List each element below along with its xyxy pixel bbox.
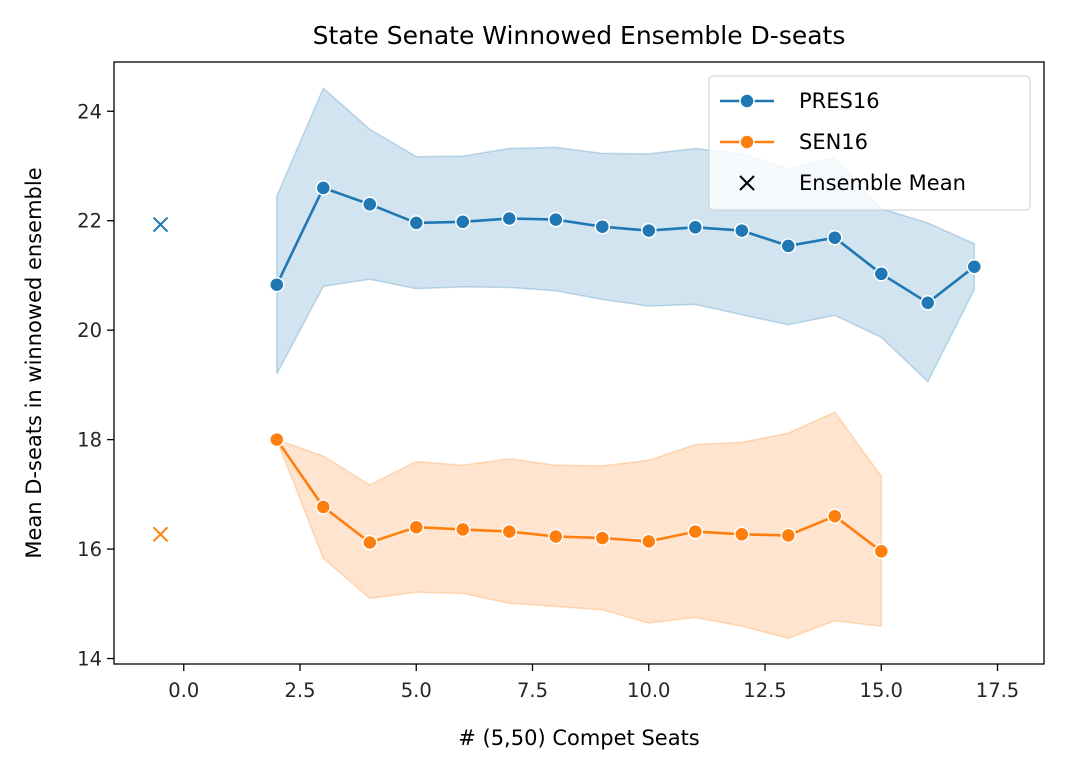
data-point-pres16 bbox=[920, 295, 936, 311]
data-point-pres16 bbox=[362, 196, 378, 213]
y-tick-label: 22 bbox=[77, 210, 102, 233]
ensemble-mean-point bbox=[152, 216, 169, 233]
series-line-sen16 bbox=[275, 438, 883, 553]
series-lines bbox=[275, 186, 976, 553]
data-point-sen16 bbox=[315, 499, 332, 515]
y-tick-label: 20 bbox=[77, 319, 102, 342]
data-point-pres16 bbox=[269, 276, 285, 293]
y-axis-label: Mean D-seats in winnowed ensemble bbox=[22, 167, 46, 558]
data-point-pres16 bbox=[548, 211, 564, 228]
ci-band-pres16 bbox=[276, 87, 976, 383]
data-point-sen16 bbox=[827, 508, 843, 524]
data-point-sen16 bbox=[687, 523, 704, 540]
data-point-pres16 bbox=[734, 222, 750, 239]
legend-marker-pres16 bbox=[739, 93, 755, 109]
data-point-pres16 bbox=[827, 229, 843, 246]
y-tick-label: 14 bbox=[77, 648, 102, 671]
legend-label-sen16: SEN16 bbox=[799, 130, 868, 154]
x-tick-label: 12.5 bbox=[743, 679, 786, 702]
legend-marker-ensemble-mean bbox=[739, 175, 755, 191]
data-point-pres16 bbox=[594, 218, 611, 235]
data-point-sen16 bbox=[501, 523, 518, 540]
data-point-sen16 bbox=[594, 530, 611, 546]
data-point-sen16 bbox=[780, 527, 797, 544]
x-tick-label: 0.0 bbox=[168, 679, 199, 702]
data-point-pres16 bbox=[315, 180, 332, 196]
legend-label-pres16: PRES16 bbox=[799, 89, 880, 113]
x-tick-label: 5.0 bbox=[401, 679, 432, 702]
data-point-pres16 bbox=[501, 210, 518, 227]
data-point-sen16 bbox=[362, 534, 378, 551]
data-point-sen16 bbox=[641, 533, 657, 550]
legend-marker-sen16 bbox=[739, 134, 755, 150]
x-tick-label: 2.5 bbox=[284, 679, 315, 702]
data-point-pres16 bbox=[687, 219, 704, 236]
x-tick-label: 10.0 bbox=[627, 679, 670, 702]
data-point-sen16 bbox=[873, 543, 890, 560]
legend-box bbox=[708, 75, 1031, 211]
x-tick-label: 15.0 bbox=[860, 679, 903, 702]
data-point-pres16 bbox=[455, 214, 471, 230]
data-point-sen16 bbox=[269, 431, 285, 448]
x-tick-label: 7.5 bbox=[517, 679, 548, 702]
y-tick-label: 16 bbox=[77, 538, 102, 561]
data-point-pres16 bbox=[966, 258, 983, 275]
data-point-sen16 bbox=[408, 519, 425, 535]
data-point-sen16 bbox=[548, 528, 564, 545]
data-point-pres16 bbox=[873, 266, 890, 282]
data-point-pres16 bbox=[780, 238, 797, 254]
confidence-bands bbox=[275, 87, 976, 640]
series-line-pres16 bbox=[275, 186, 976, 305]
data-point-sen16 bbox=[455, 521, 471, 538]
data-point-pres16 bbox=[408, 215, 425, 231]
y-axis: 14 16 18 20 22 24 bbox=[77, 100, 114, 671]
legend: PRES16 SEN16 Ensemble Mean bbox=[708, 75, 1031, 211]
legend-label-ensemble-mean: Ensemble Mean bbox=[799, 171, 966, 195]
data-point-sen16 bbox=[734, 526, 750, 543]
y-tick-label: 18 bbox=[77, 429, 102, 452]
chart-title: State Senate Winnowed Ensemble D-seats bbox=[313, 21, 846, 50]
x-axis-label: # (5,50) Compet Seats bbox=[458, 726, 700, 750]
ensemble-mean-point bbox=[152, 526, 169, 543]
x-tick-label: 17.5 bbox=[976, 679, 1019, 702]
y-tick-label: 24 bbox=[77, 100, 102, 123]
ensemble-mean-markers bbox=[152, 216, 169, 543]
series-markers bbox=[269, 180, 983, 560]
x-axis: 0.0 2.5 5.0 7.5 10.0 12.5 15.0 17.5 bbox=[168, 664, 1019, 702]
plot-frame bbox=[113, 61, 1045, 665]
data-point-pres16 bbox=[641, 222, 657, 239]
